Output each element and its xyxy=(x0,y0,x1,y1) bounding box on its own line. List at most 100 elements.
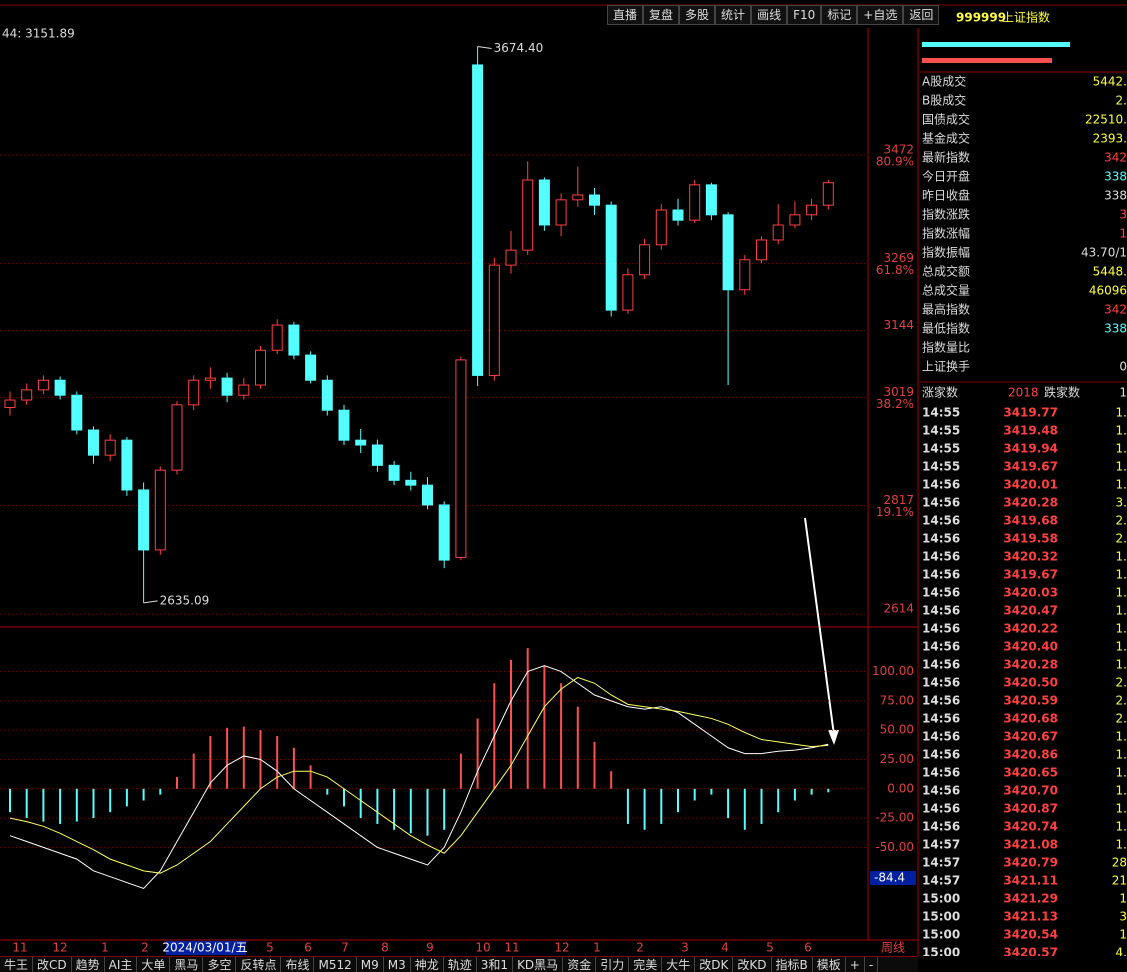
tab[interactable]: 神龙 xyxy=(411,957,444,972)
trade-price: 3420.01 xyxy=(1003,478,1058,492)
candle-body xyxy=(772,224,784,241)
stat-value: 43.70/1 xyxy=(1081,246,1127,260)
trade-time: 14:57 xyxy=(922,838,960,852)
candle-body xyxy=(605,204,617,311)
trade-price: 3420.50 xyxy=(1003,676,1058,690)
trade-volume: 4. xyxy=(1116,946,1127,957)
tool-button[interactable]: +自选 xyxy=(857,5,904,25)
tab[interactable]: 改CD xyxy=(33,957,72,972)
tab[interactable]: 大单 xyxy=(137,957,171,972)
tab[interactable]: 轨迹 xyxy=(444,957,477,972)
stat-label: 指数振幅 xyxy=(922,245,970,260)
trade-volume: 1. xyxy=(1116,442,1127,456)
tool-button[interactable]: 标记 xyxy=(821,5,858,25)
stat-label: 最低指数 xyxy=(922,321,970,336)
percent-label: 38.2% xyxy=(876,397,914,411)
trade-price: 3420.57 xyxy=(1003,946,1058,957)
time-label: 6 xyxy=(304,941,312,955)
breadth: 跌家数 xyxy=(1044,385,1080,400)
trade-volume: 2. xyxy=(1116,532,1127,546)
candle-body xyxy=(806,204,818,216)
tab[interactable]: 完美 xyxy=(629,957,663,972)
trade-time: 14:56 xyxy=(922,586,960,600)
tab[interactable]: 3和1 xyxy=(477,957,514,972)
trade-price: 3420.28 xyxy=(1003,496,1058,510)
breadth: 涨家数 xyxy=(922,385,958,400)
high-pointer xyxy=(477,46,492,50)
breadth: 1 xyxy=(1119,386,1127,400)
time-label: 10 xyxy=(475,941,490,955)
tool-button[interactable]: F10 xyxy=(787,5,822,25)
candle-body xyxy=(54,379,66,396)
tool-button[interactable]: 返回 xyxy=(903,5,940,25)
trade-price: 3420.54 xyxy=(1003,928,1058,942)
tab[interactable]: 引力 xyxy=(596,957,630,972)
trade-time: 14:56 xyxy=(922,676,960,690)
tab[interactable]: M512 xyxy=(314,957,357,972)
tab[interactable]: 指标B xyxy=(772,957,813,972)
candle-body xyxy=(121,439,133,491)
trade-volume: 2. xyxy=(1116,676,1127,690)
time-label: 周线 xyxy=(881,941,905,955)
y-tick-label: 2817 xyxy=(883,493,914,507)
candle-body xyxy=(188,379,200,406)
stat-label: 今日开盘 xyxy=(922,169,970,184)
percent-label: 19.1% xyxy=(876,505,914,519)
trade-time: 14:56 xyxy=(922,622,960,636)
candle-body xyxy=(739,259,751,291)
tab[interactable]: 布线 xyxy=(281,957,315,972)
tool-button[interactable]: 统计 xyxy=(715,5,752,25)
tab[interactable]: 反转点 xyxy=(236,957,282,972)
candle-body xyxy=(271,324,283,351)
candle-body xyxy=(555,199,567,226)
tab[interactable]: 模板 xyxy=(813,957,846,972)
stat-label: 总成交额 xyxy=(922,264,970,279)
candle-body xyxy=(488,264,500,376)
tool-button[interactable]: 复盘 xyxy=(643,5,680,25)
tab[interactable]: 资金 xyxy=(563,957,597,972)
candle-body xyxy=(705,184,717,216)
tab[interactable]: 多空 xyxy=(203,957,237,972)
tab[interactable]: 大牛 xyxy=(662,957,696,972)
trade-price: 3420.70 xyxy=(1003,784,1058,798)
stat-label: 国债成交 xyxy=(922,112,970,127)
tool-button[interactable]: 画线 xyxy=(751,5,788,25)
y-tick-label: 100.00 xyxy=(872,664,914,678)
tab[interactable]: 趋势 xyxy=(72,957,105,972)
tab[interactable]: AI主 xyxy=(105,957,138,972)
candle-body xyxy=(388,464,400,481)
tab[interactable]: - xyxy=(865,957,879,972)
trade-price: 3419.67 xyxy=(1003,460,1058,474)
trade-volume: 1. xyxy=(1116,460,1127,474)
tab[interactable]: + xyxy=(846,957,865,972)
candle-body xyxy=(522,179,534,251)
tab[interactable]: M9 xyxy=(357,957,384,972)
tool-button[interactable]: 多股 xyxy=(679,5,716,25)
trade-price: 3420.65 xyxy=(1003,766,1058,780)
trade-volume: 1. xyxy=(1116,478,1127,492)
trade-time: 14:55 xyxy=(922,406,960,420)
candle-body xyxy=(689,184,701,221)
trade-volume: 3 xyxy=(1119,910,1127,924)
trade-volume: 1. xyxy=(1116,802,1127,816)
toolbar: 直播 复盘 多股 统计 画线 F10 标记 +自选 返回 xyxy=(607,5,940,25)
trade-volume: 28 xyxy=(1112,856,1127,870)
tab[interactable]: 牛王 xyxy=(0,957,34,972)
candle-body xyxy=(88,429,99,456)
stat-value: 1 xyxy=(1119,227,1127,241)
tool-button[interactable]: 直播 xyxy=(607,5,644,25)
tab[interactable]: 改KD xyxy=(733,957,772,972)
trade-volume: 1. xyxy=(1116,820,1127,834)
candle-body xyxy=(321,379,333,411)
tab[interactable]: 改DK xyxy=(695,957,734,972)
tab[interactable]: M3 xyxy=(384,957,411,972)
candle-body xyxy=(405,479,417,486)
trade-volume: 1. xyxy=(1116,838,1127,852)
tab[interactable]: KD黑马 xyxy=(513,957,564,972)
stat-value: 2. xyxy=(1116,94,1127,108)
candle-body xyxy=(138,489,150,551)
y-tick-label: 3019 xyxy=(883,385,914,399)
tab[interactable]: 黑马 xyxy=(170,957,204,972)
